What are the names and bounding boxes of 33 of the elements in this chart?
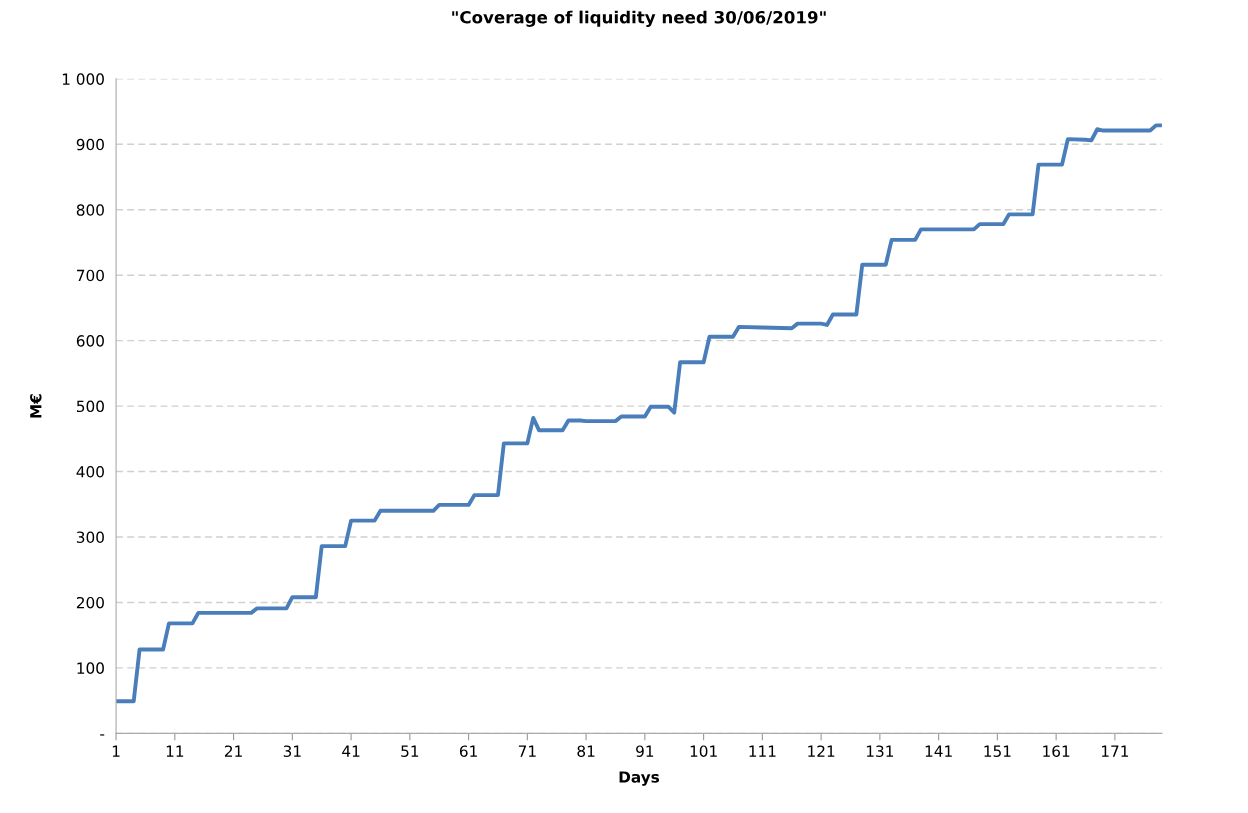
x-tick-label: 151 <box>984 745 1011 757</box>
x-tick-label: 51 <box>401 745 419 757</box>
x-tick-label: 81 <box>577 745 595 757</box>
y-tick-label: - <box>100 734 105 736</box>
x-tick-label: 31 <box>283 745 301 757</box>
x-tick-label: 171 <box>1101 745 1129 757</box>
line-series <box>116 123 1162 704</box>
x-tick-label: 161 <box>1043 745 1070 757</box>
x-tick-label: 91 <box>636 745 654 757</box>
chart-title: "Coverage of liquidity need 30/06/2019" <box>452 10 826 27</box>
y-tick-label: 700 <box>77 269 104 282</box>
y-tick-label: 600 <box>76 335 104 347</box>
x-tick-label: 111 <box>749 745 776 757</box>
y-tick-label: 400 <box>76 466 104 478</box>
x-tick-label: 71 <box>518 745 536 757</box>
x-tick-label: 1 <box>112 745 120 757</box>
y-tick-label: 1 000 <box>62 73 104 85</box>
x-tick-label: 21 <box>224 745 242 757</box>
y-tick-label: 300 <box>76 531 104 544</box>
y-tick-label: 900 <box>76 138 104 151</box>
y-axis-title: M€ <box>30 394 42 418</box>
x-tick-label: 61 <box>459 745 477 757</box>
x-tick-label: 41 <box>342 745 360 757</box>
x-tick-label: 101 <box>690 745 717 757</box>
y-tick-label: 100 <box>77 662 104 674</box>
x-tick-label: 121 <box>808 745 835 757</box>
x-axis-title: Days <box>619 771 660 786</box>
x-tick-label: 141 <box>925 745 952 757</box>
x-tick-label: 11 <box>166 745 184 757</box>
y-tick-label: 500 <box>76 400 104 413</box>
y-tick-label: 800 <box>76 204 104 216</box>
x-tick-label: 131 <box>866 745 894 757</box>
y-tick-label: 200 <box>76 596 104 609</box>
